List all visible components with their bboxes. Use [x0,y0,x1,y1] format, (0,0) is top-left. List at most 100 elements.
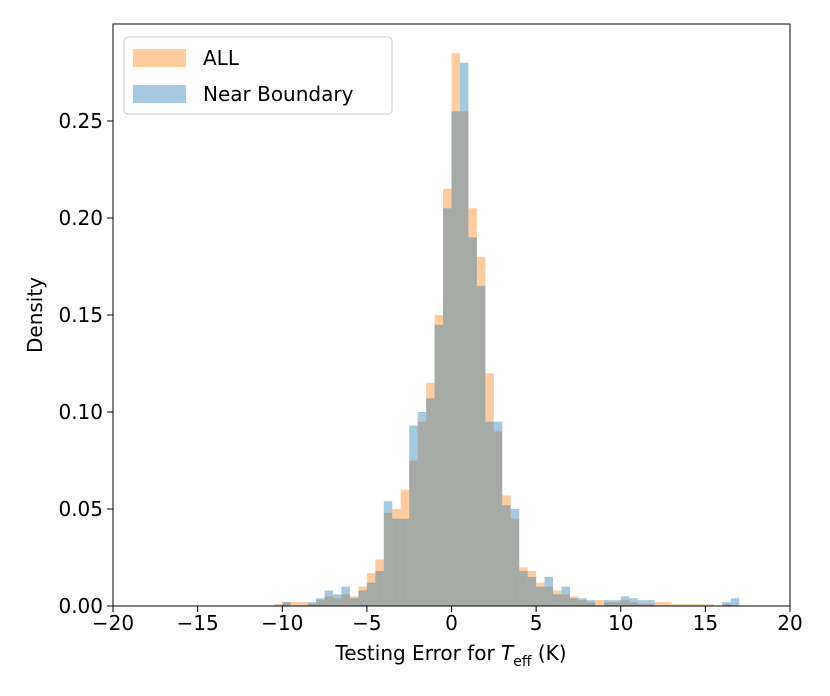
histogram-bar [510,518,520,606]
histogram-bar [493,431,503,606]
histogram-bar [316,598,325,606]
histogram-bar [468,237,477,606]
histogram-bar [578,598,587,606]
histogram-bar [443,208,452,607]
x-tick-label: −15 [177,611,219,635]
histogram-bar [722,602,731,606]
histogram-bar [493,421,503,606]
histogram-bar [468,208,477,607]
histogram-bar [536,586,545,606]
histogram-bar [392,509,401,606]
histogram-bar [375,559,384,606]
histogram-bar [426,398,435,606]
legend-label: ALL [203,46,240,70]
histogram-bar [426,382,435,606]
histogram-bar [375,571,384,606]
histogram-bar [586,600,596,606]
histogram-bar [646,604,655,606]
x-label-subscript: eff [513,654,532,670]
histogram-bar [629,598,638,606]
histogram-bar [417,421,427,606]
histogram-bar [333,598,342,606]
histogram-bar [722,604,731,606]
histogram-bar [459,62,469,607]
histogram-bar [603,600,613,606]
histogram-bar [595,600,604,606]
y-tick-label: 0.00 [58,594,103,618]
x-tick-label: 10 [608,611,633,635]
x-label-symbol: T [501,641,515,665]
x-tick-label: 0 [445,611,458,635]
histogram-bar [569,596,579,606]
histogram-bar [730,598,740,606]
histogram-bar [349,596,359,606]
histogram-bar [333,594,342,606]
histogram-bar [502,495,511,606]
histogram-bar [561,594,570,606]
histogram-bar [409,460,418,606]
x-tick-label: 5 [530,611,543,635]
histogram-bar [705,604,714,606]
histogram-bar [307,602,317,606]
x-tick-label: 15 [693,611,718,635]
histogram-bar [620,596,630,606]
histogram-bar [679,604,689,606]
histogram-bar [366,573,376,606]
histogram-bar [409,425,418,606]
y-tick-label: 0.20 [58,206,103,230]
x-tick-label: 20 [777,611,802,635]
histogram-bar [273,604,283,606]
histogram-bar [485,421,494,606]
histogram-bar [620,600,630,606]
histogram-bar [307,604,317,606]
histogram-bar [612,602,621,606]
histogram-bar [569,598,579,606]
legend-label: Near Boundary [203,82,354,106]
histogram-bar [358,586,367,606]
histogram-bar [527,571,537,606]
histogram-bar [383,512,393,606]
histogram-bar [544,586,554,606]
x-tick-label: −10 [261,611,303,635]
histogram-bar [299,602,308,606]
histogram-bar [434,315,444,606]
histogram-bar [637,604,647,606]
histogram-bar [527,576,537,606]
histogram-bar [663,602,672,606]
legend-swatch [133,85,186,103]
histogram-bar [519,571,528,606]
histogram-bar [341,586,350,606]
series [282,62,740,607]
histogram-bar [324,596,334,606]
histogram-bar [688,604,697,606]
histogram-bar [696,604,706,606]
histogram-bar [502,505,511,606]
histogram-bar [586,602,596,606]
histogram-bar [451,53,460,607]
y-axis-label: Density [23,277,47,353]
histogram-bar [282,602,291,606]
histogram-bar [417,412,427,606]
histogram-bar [400,518,410,606]
y-tick-label: 0.10 [58,400,103,424]
histogram-bar [553,594,562,606]
histogram-bar [510,509,520,606]
histogram-bar [476,285,486,606]
histogram-bar [459,111,469,607]
legend-swatch [133,49,186,67]
histogram-bar [485,373,494,606]
histogram-bar [392,518,401,606]
histogram-bar [349,598,359,606]
histogram-bar [316,600,325,606]
histogram-bar [400,489,410,606]
legend-box [123,36,393,115]
histogram-bar [290,602,300,606]
histogram-bar [519,567,528,606]
y-tick-label: 0.25 [58,109,103,133]
histogram-bar [612,600,621,606]
histogram-bar [553,590,562,606]
histogram-bar [536,582,545,606]
x-tick-label: −5 [352,611,381,635]
histogram-bar [603,602,613,606]
